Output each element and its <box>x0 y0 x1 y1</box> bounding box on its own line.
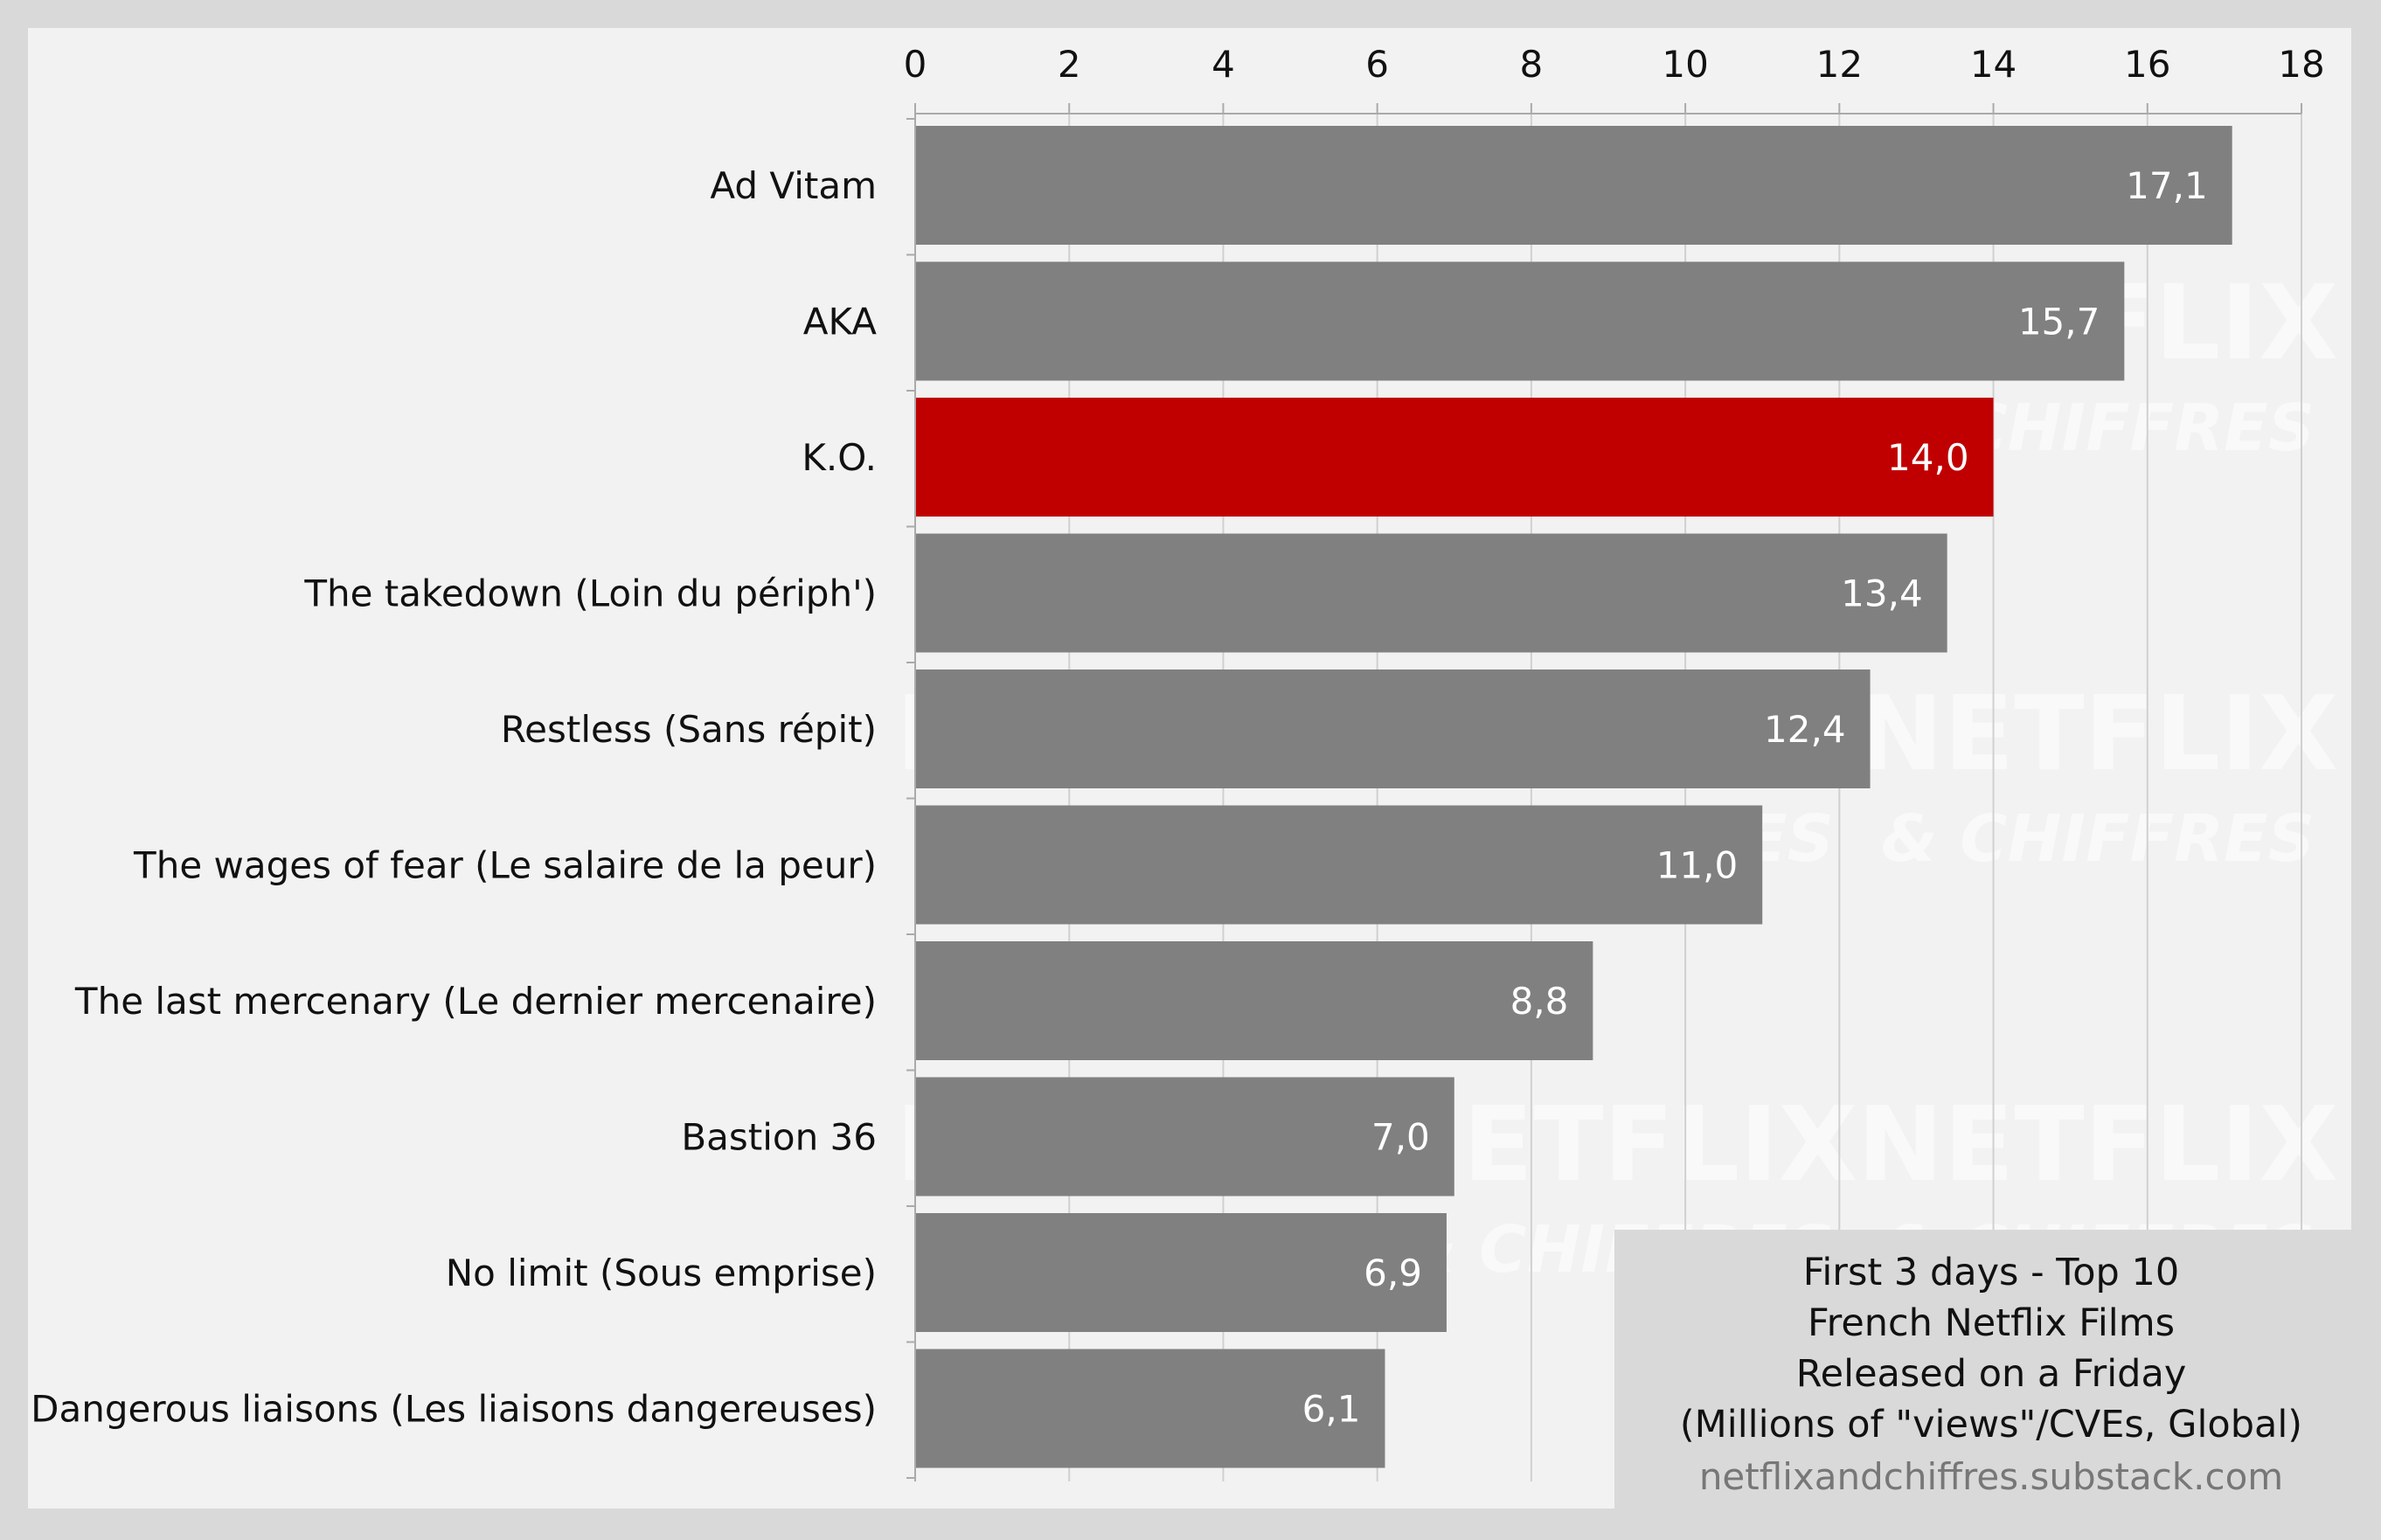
x-tick-label: 10 <box>1662 43 1708 86</box>
watermark-title: NETFLIX <box>1377 1084 1858 1204</box>
category-label: Ad Vitam <box>710 164 877 207</box>
info-box-line: French Netflix Films <box>1808 1301 2175 1345</box>
source-text: netflixandchiffres.substack.com <box>1699 1455 2283 1498</box>
category-label: K.O. <box>802 436 877 479</box>
info-box-line: (Millions of "views"/CVEs, Global) <box>1680 1403 2302 1446</box>
bar-value-label: 13,4 <box>1841 572 1923 615</box>
bar-value-label: 12,4 <box>1764 708 1846 751</box>
category-labels: Ad Vitam AKA K.O. The takedown (Loin du pér… <box>31 164 877 1431</box>
category-label: The wages of fear (Le salaire de la peur… <box>133 844 877 887</box>
category-label: AKA <box>803 301 878 343</box>
bar <box>915 533 1947 653</box>
x-tick-label: 4 <box>1211 43 1235 86</box>
x-tick-label: 12 <box>1816 43 1863 86</box>
x-tick-label: 16 <box>2124 43 2170 86</box>
info-box: First 3 days - Top 10 French Netflix Film… <box>1614 1230 2351 1509</box>
bar-value-label: 7,0 <box>1371 1116 1430 1159</box>
x-tick-label: 2 <box>1058 43 1081 86</box>
category-label: The takedown (Loin du périph') <box>303 572 877 615</box>
bar-value-label: 6,1 <box>1302 1388 1361 1431</box>
bar <box>915 805 1763 925</box>
bar <box>915 1077 1454 1197</box>
info-box-line: First 3 days - Top 10 <box>1803 1251 2179 1294</box>
category-label: Bastion 36 <box>681 1116 877 1159</box>
category-label: No limit (Sous emprise) <box>446 1252 877 1294</box>
x-tick-label: 18 <box>2278 43 2324 86</box>
bar-value-label: 17,1 <box>2126 164 2208 207</box>
watermark-subtitle: & CHIFFRES <box>1881 801 2315 877</box>
x-tick-label: 8 <box>1520 43 1544 86</box>
watermark-title: NETFLIX <box>1857 673 2339 794</box>
bar-value-label: 11,0 <box>1656 844 1739 887</box>
bar <box>915 941 1593 1060</box>
bar <box>915 1349 1385 1468</box>
watermark-title: NETFLIX <box>1857 1084 2339 1204</box>
info-box-background <box>1614 1230 2351 1509</box>
bar-value-label: 8,8 <box>1510 980 1569 1023</box>
bar-value-label: 6,9 <box>1364 1252 1422 1294</box>
bar <box>915 398 1994 517</box>
bar <box>915 261 2125 381</box>
x-tick-label: 0 <box>904 43 927 86</box>
bar-value-label: 14,0 <box>1887 436 1969 479</box>
x-tick-label: 14 <box>1970 43 2017 86</box>
axes: 0 2 4 6 8 10 12 14 16 18 <box>904 43 2325 1481</box>
bars: 17,1 15,7 14,0 13,4 12,4 11,0 8,8 7,0 6,9 6,1 <box>915 126 2232 1468</box>
category-label: Dangerous liaisons (Les liaisons dangere… <box>31 1388 877 1431</box>
category-label: Restless (Sans répit) <box>501 708 877 751</box>
bar <box>915 126 2232 245</box>
category-label: The last mercenary (Le dernier mercenair… <box>74 980 877 1023</box>
bar-value-label: 15,7 <box>2018 301 2100 343</box>
info-box-line: Released on a Friday <box>1796 1352 2187 1396</box>
x-tick-label: 6 <box>1365 43 1389 86</box>
bar <box>915 1213 1447 1332</box>
bar <box>915 669 1871 788</box>
